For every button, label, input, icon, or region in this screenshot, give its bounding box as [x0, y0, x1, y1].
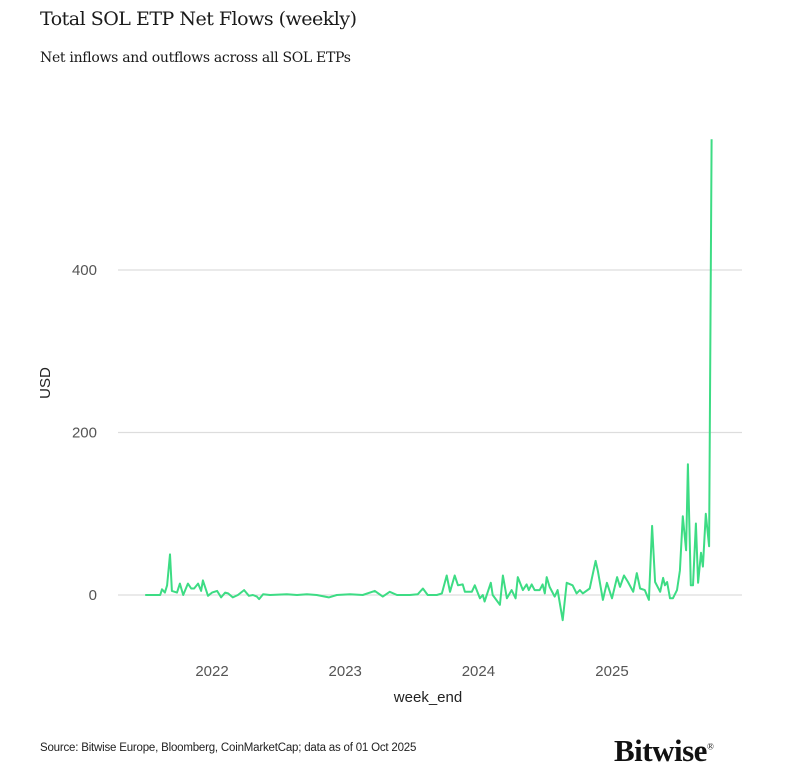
x-tick-label: 2024 [462, 663, 495, 680]
series-line [145, 139, 713, 622]
y-tick-label: 200 [72, 425, 97, 442]
x-tick-label: 2025 [595, 663, 628, 680]
source-note: Source: Bitwise Europe, Bloomberg, CoinM… [40, 742, 417, 754]
chart-subtitle: Net inflows and outflows across all SOL … [40, 50, 351, 66]
chart-title: Total SOL ETP Net Flows (weekly) [40, 8, 357, 30]
logo-text: Bitwise [614, 733, 707, 768]
x-tick-label: 2022 [195, 663, 228, 680]
x-axis-label: week_end [393, 689, 462, 706]
gridlines [118, 269, 742, 596]
series-line-group [145, 139, 713, 622]
x-tick-labels: 2022 2023 2024 2025 [195, 663, 628, 680]
y-axis-label: USD [37, 367, 54, 399]
x-tick-label: 2023 [329, 663, 362, 680]
y-tick-label: 0 [89, 587, 97, 604]
y-tick-labels: 0 200 400 [72, 262, 97, 604]
y-tick-label: 400 [72, 262, 97, 279]
bitwise-logo: Bitwise® [614, 733, 714, 768]
